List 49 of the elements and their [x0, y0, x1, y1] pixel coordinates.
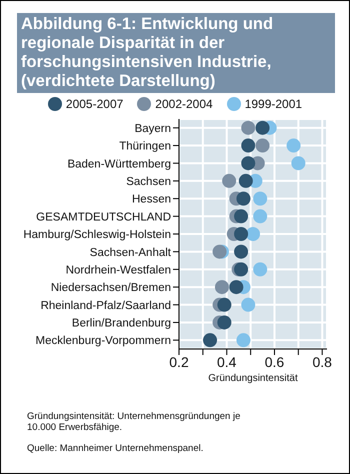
- point: [241, 120, 256, 135]
- point: [217, 298, 232, 312]
- point: [256, 138, 270, 153]
- y-tick-label: Berlin/Brandenburg: [72, 318, 171, 330]
- source-note: Quelle: Mannheimer Unternehmenspanel.: [27, 443, 204, 454]
- point: [234, 227, 248, 241]
- x-tick-label: 0.4: [217, 354, 237, 370]
- chart-title: Abbildung 6-1: Entwicklung und regionale Disparität in der forschungsintensiven Industrie, (verdichtete Darstellung): [17, 13, 335, 93]
- point: [234, 262, 248, 276]
- point: [291, 156, 306, 170]
- legend-label: 2002-2004: [155, 97, 213, 111]
- point: [286, 138, 301, 153]
- point: [203, 333, 218, 348]
- legend-label: 1999-2001: [244, 97, 302, 111]
- point: [241, 138, 256, 153]
- point: [241, 298, 256, 312]
- point: [229, 280, 244, 294]
- x-tick-label: 0.2: [169, 354, 189, 370]
- point: [256, 120, 270, 135]
- point: [217, 315, 232, 330]
- point: [222, 174, 236, 188]
- point: [253, 192, 268, 206]
- y-tick-label: Sachsen-Anhalt: [90, 246, 172, 259]
- y-tick-label: Bayern: [134, 122, 171, 135]
- y-tick-label: Sachsen: [126, 176, 171, 188]
- y-tick-label: Mecklenburg-Vorpommern: [35, 335, 171, 348]
- x-tick-label: 0.8: [312, 354, 332, 370]
- y-tick-label: Hamburg/Schleswig-Holstein: [23, 229, 171, 242]
- point: [236, 333, 250, 348]
- y-tick-label: Nordrhein-Westfalen: [66, 264, 171, 276]
- x-tick-label: 0.6: [264, 354, 284, 370]
- y-tick-label: Baden-Württemberg: [67, 158, 171, 170]
- point: [246, 227, 260, 241]
- point: [236, 192, 250, 206]
- point: [214, 280, 229, 294]
- y-tick-label: Rheinland-Pfalz/Saarland: [40, 300, 171, 312]
- point: [241, 156, 256, 170]
- y-tick-label: Hessen: [132, 194, 171, 206]
- y-tick-label: Thüringen: [119, 140, 171, 153]
- point: [234, 244, 248, 259]
- text: Gründungsintensität: Unternehmensgründungen je 10.000 Erwerbsfähige.: [27, 411, 242, 433]
- point: [238, 174, 253, 188]
- x-axis-title: Gründungsintensität: [208, 373, 298, 384]
- point: [253, 209, 268, 224]
- point: [253, 262, 268, 276]
- point: [234, 209, 248, 224]
- y-tick-label: GESAMTDEUTSCHLAND: [36, 211, 171, 224]
- legend-label: 2005-2007: [66, 97, 124, 111]
- y-tick-label: Niedersachsen/Bremen: [50, 282, 171, 294]
